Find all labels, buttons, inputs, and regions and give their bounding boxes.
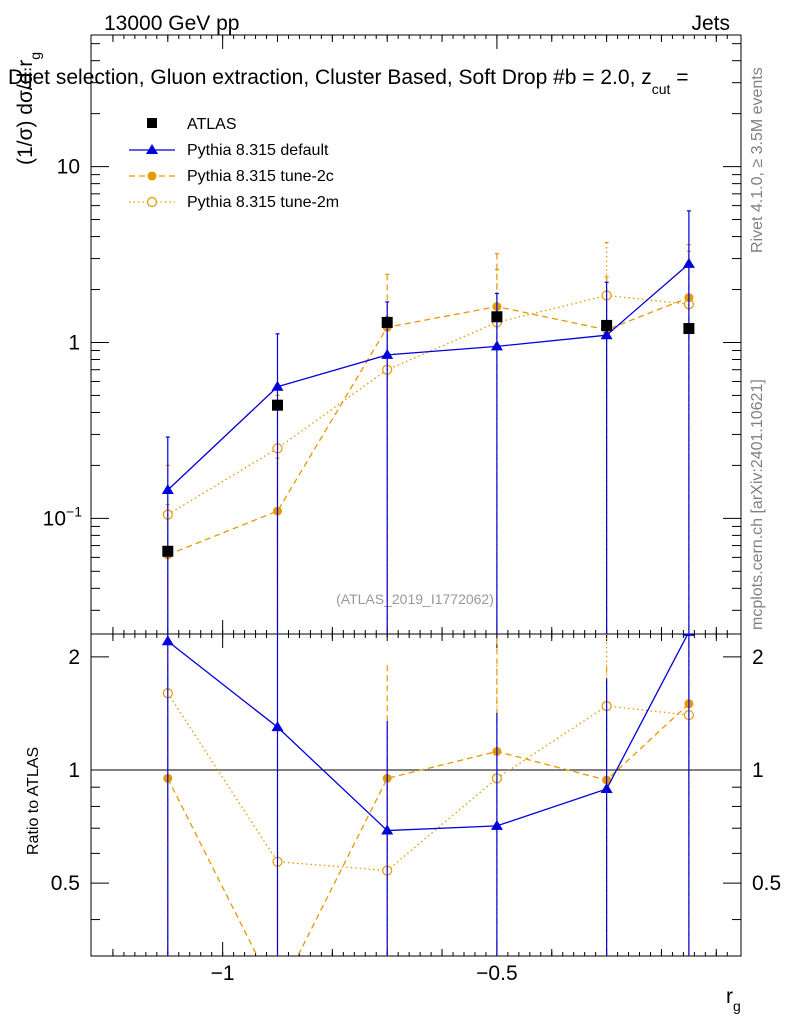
energy-label: 13000 GeV pp [104, 12, 239, 35]
ratio-panel-frame [90, 633, 742, 957]
ratio-y-tick-label: 2 [68, 646, 80, 669]
legend: ATLAS Pythia 8.315 default Pythia 8.315 … [129, 116, 339, 211]
legend-marker-tune2c [147, 171, 157, 181]
data-point-atlas [683, 323, 695, 335]
data-marks [161, 210, 695, 1001]
ratio-point-default [271, 721, 284, 732]
x-axis-label-sub: g [733, 998, 741, 1014]
data-point-atlas [271, 399, 283, 411]
ratio-line-default [167, 634, 689, 832]
series-main-atlas [162, 311, 695, 557]
ratio-point-default [682, 634, 695, 636]
ratio-y-tick-label-right: 1 [752, 759, 764, 782]
ratio-line-tune2c [167, 703, 690, 956]
ratio-point-default [381, 824, 394, 835]
y-tick-label: 10 [57, 156, 80, 179]
ratio-point-default [161, 635, 174, 646]
data-point-atlas [601, 319, 613, 331]
data-point-default [682, 257, 695, 268]
legend-marker-atlas [147, 118, 157, 128]
series-main-default [161, 210, 695, 634]
legend-label-atlas: ATLAS [187, 116, 237, 133]
ratio-y-tick-label-right: 0.5 [752, 872, 781, 895]
selection-title: Dijet selection, Gluon extraction, Clust… [8, 66, 689, 97]
legend-label-default: Pythia 8.315 default [187, 142, 329, 159]
ratio-line-tune2m [167, 692, 689, 872]
y-tick-label: 10−1 [43, 503, 83, 530]
ratio-point-default [600, 783, 613, 794]
legend-label-tune2m: Pythia 8.315 tune-2m [187, 194, 339, 211]
ratio-point-tune2c [273, 992, 282, 1001]
axis-ticks: −1 −0.5 10−1 1 10 0.5 0.5 1 1 2 2 [43, 35, 781, 985]
data-point-atlas [381, 316, 393, 328]
series-main-tune2c [163, 244, 694, 634]
y-axis-label: (1/σ) dσ/d rg [14, 52, 43, 165]
title-subscript: cut [652, 81, 671, 97]
data-point-atlas [162, 545, 174, 557]
series-ratio-tune2m [162, 634, 694, 956]
legend-label-tune2c: Pythia 8.315 tune-2c [187, 168, 334, 185]
x-tick-label: −1 [211, 962, 235, 985]
x-axis-label: rg [726, 985, 741, 1014]
ratio-y-tick-label: 0.5 [51, 872, 80, 895]
analysis-id: (ATLAS_2019_I1772062) [336, 591, 494, 607]
ratio-point-default [490, 819, 503, 830]
ratio-y-tick-label: 1 [68, 759, 80, 782]
series-main-tune2m [162, 241, 694, 634]
series-line-tune2c [167, 296, 690, 556]
data-point-default [161, 483, 174, 494]
data-point-default [381, 348, 394, 359]
series-line-tune2m [167, 294, 689, 516]
data-point-default [600, 329, 613, 340]
title-tail: = [670, 66, 688, 89]
x-tick-label: −0.5 [476, 962, 517, 985]
series-ratio-default [161, 634, 695, 956]
legend-marker-tune2m [146, 196, 158, 208]
rivet-label: Rivet 4.1.0, ≥ 3.5M events [749, 67, 766, 253]
y-axis-label-sub: g [27, 52, 43, 60]
series-line-default [167, 263, 690, 491]
ratio-y-tick-label-right: 2 [752, 646, 764, 669]
mcplots-label: mcplots.cern.ch [arXiv:2401.10621] [749, 379, 766, 630]
y-tick-label: 1 [68, 331, 80, 354]
legend-marker-default [146, 144, 158, 154]
series-ratio-tune2c [163, 634, 694, 1001]
data-point-atlas [491, 311, 503, 323]
category-label: Jets [691, 12, 730, 35]
ratio-y-axis-label: Ratio to ATLAS [25, 747, 42, 855]
data-point-default [271, 380, 284, 391]
data-point-default [490, 340, 503, 351]
